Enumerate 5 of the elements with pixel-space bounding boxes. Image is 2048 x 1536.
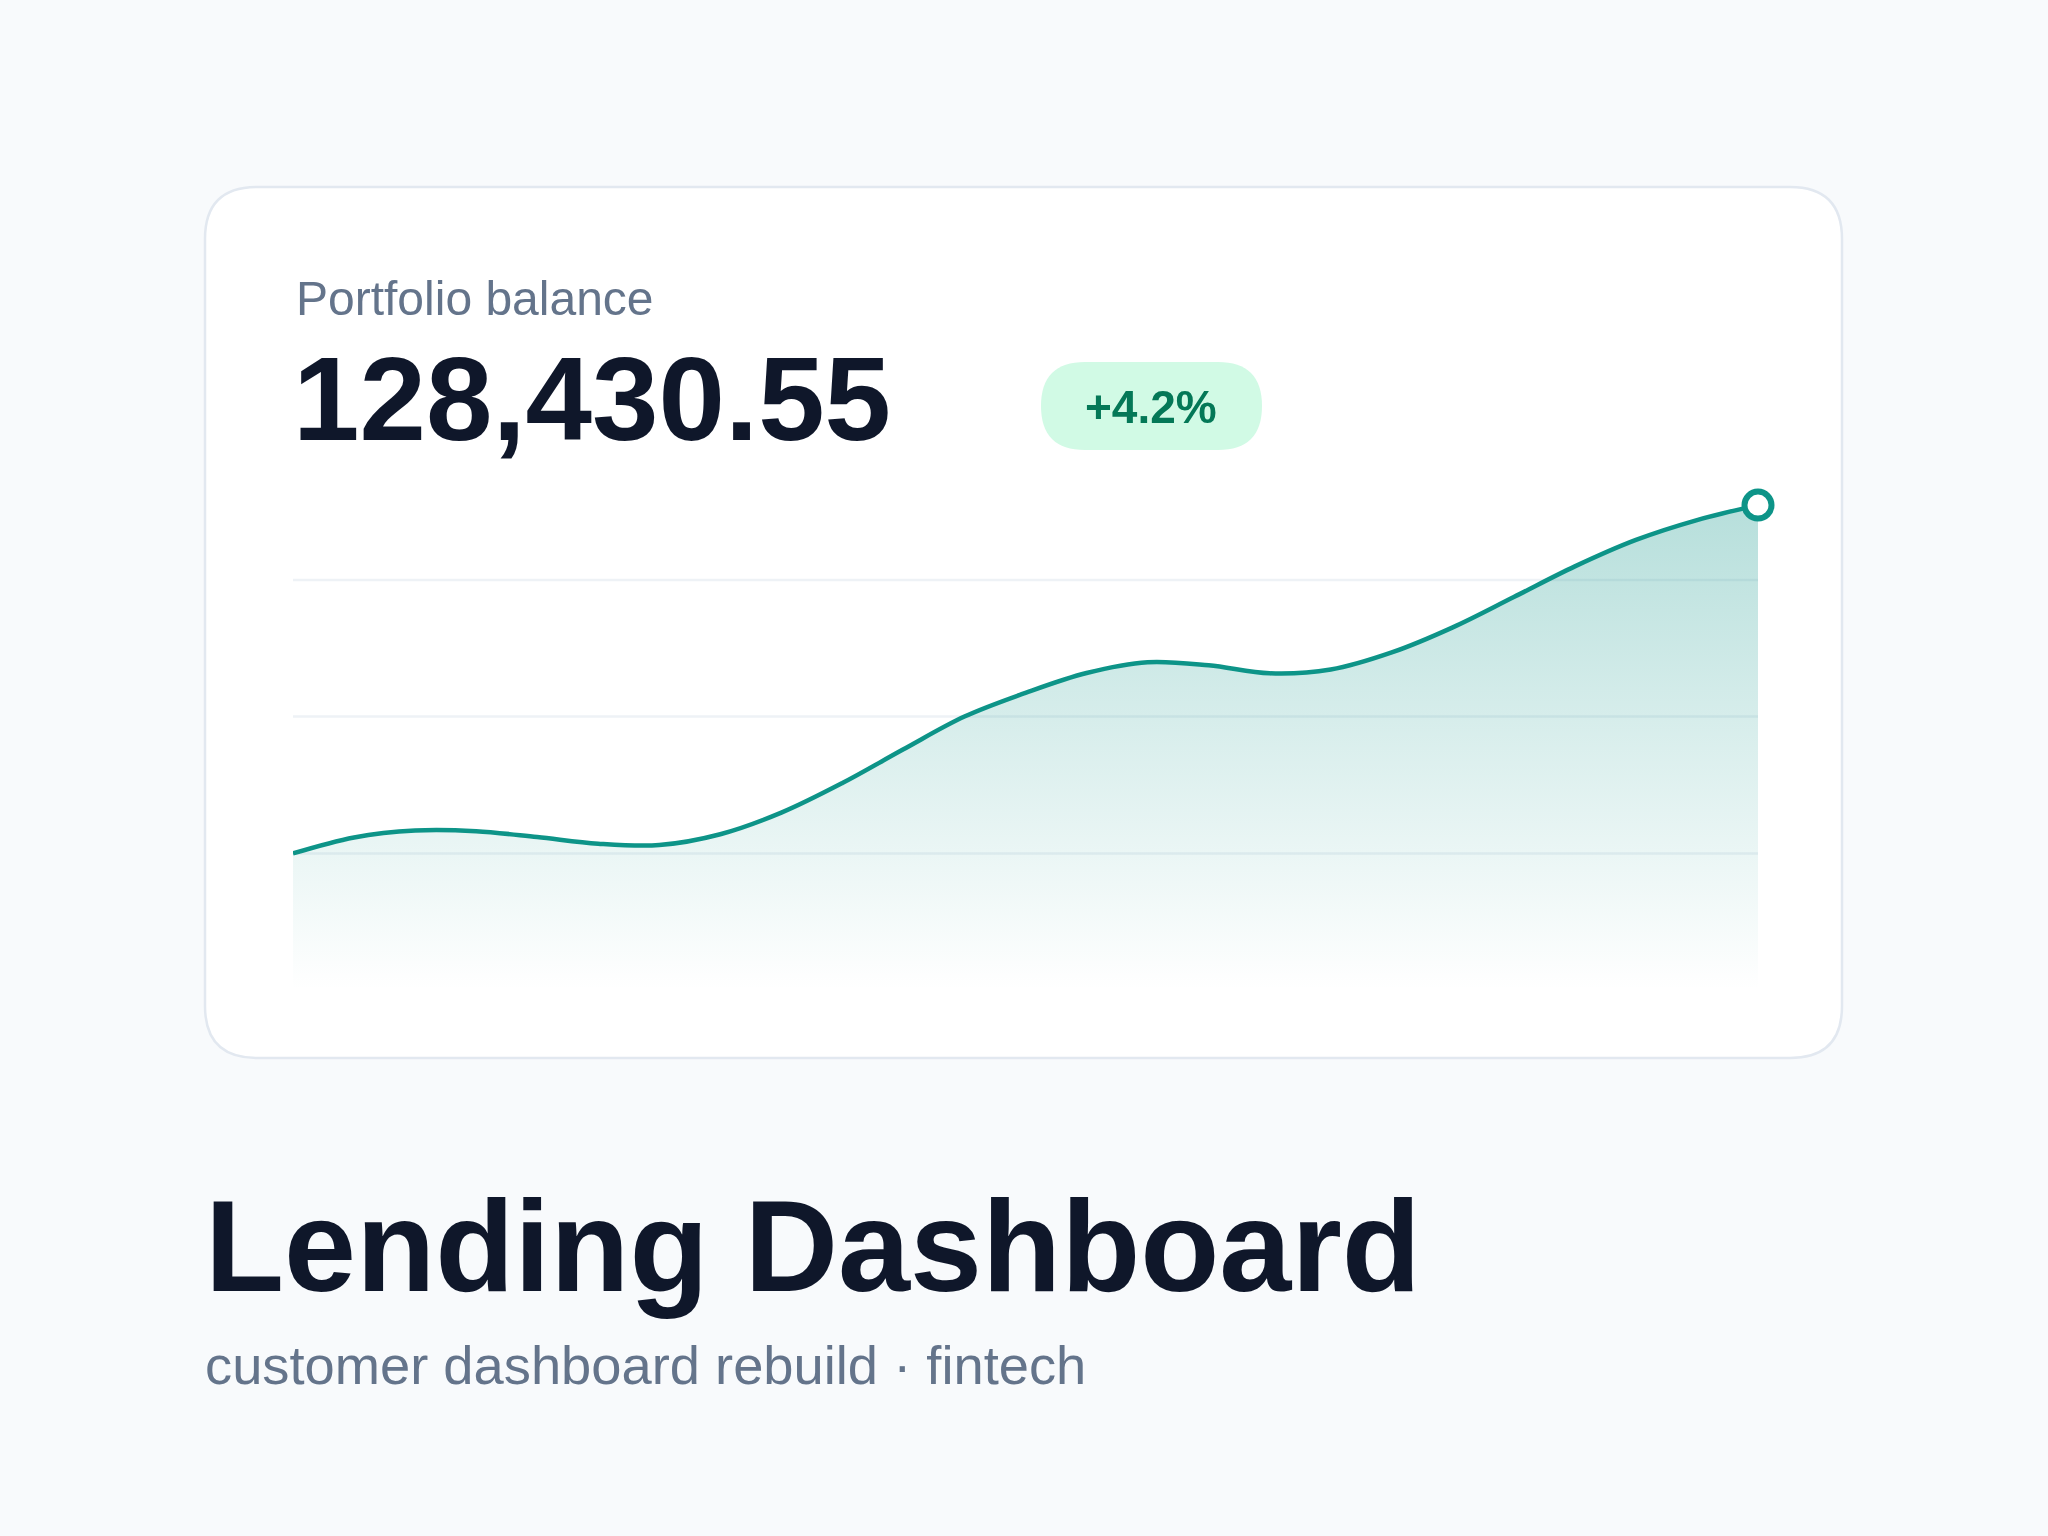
text: +4.2%: [1085, 381, 1217, 433]
text: customer dashboard rebuild · fintech: [205, 1335, 1087, 1396]
text: Lending Dashboard: [205, 1173, 1421, 1319]
text: 128,430.55: [293, 332, 892, 465]
text: Portfolio balance: [296, 272, 654, 325]
